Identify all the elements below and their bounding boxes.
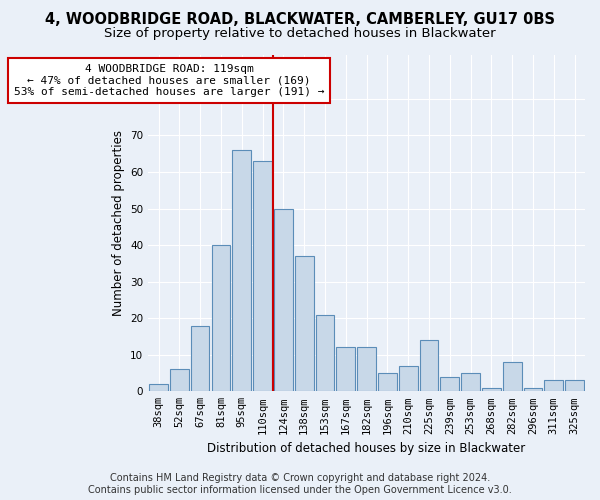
X-axis label: Distribution of detached houses by size in Blackwater: Distribution of detached houses by size … [208, 442, 526, 455]
Bar [149, 384, 168, 392]
Bar [295, 256, 314, 392]
Bar [170, 370, 188, 392]
Bar [212, 245, 230, 392]
Bar [399, 366, 418, 392]
Bar [524, 388, 542, 392]
Text: Size of property relative to detached houses in Blackwater: Size of property relative to detached ho… [104, 28, 496, 40]
Y-axis label: Number of detached properties: Number of detached properties [112, 130, 125, 316]
Bar [482, 388, 501, 392]
Bar [191, 326, 209, 392]
Bar [232, 150, 251, 392]
Bar [378, 373, 397, 392]
Bar [440, 376, 459, 392]
Text: 4, WOODBRIDGE ROAD, BLACKWATER, CAMBERLEY, GU17 0BS: 4, WOODBRIDGE ROAD, BLACKWATER, CAMBERLE… [45, 12, 555, 28]
Bar [419, 340, 439, 392]
Bar [316, 314, 334, 392]
Text: Contains HM Land Registry data © Crown copyright and database right 2024.
Contai: Contains HM Land Registry data © Crown c… [88, 474, 512, 495]
Bar [274, 208, 293, 392]
Bar [253, 161, 272, 392]
Bar [565, 380, 584, 392]
Bar [461, 373, 480, 392]
Bar [337, 348, 355, 392]
Text: 4 WOODBRIDGE ROAD: 119sqm
← 47% of detached houses are smaller (169)
53% of semi: 4 WOODBRIDGE ROAD: 119sqm ← 47% of detac… [14, 64, 324, 97]
Bar [544, 380, 563, 392]
Bar [357, 348, 376, 392]
Bar [503, 362, 521, 392]
